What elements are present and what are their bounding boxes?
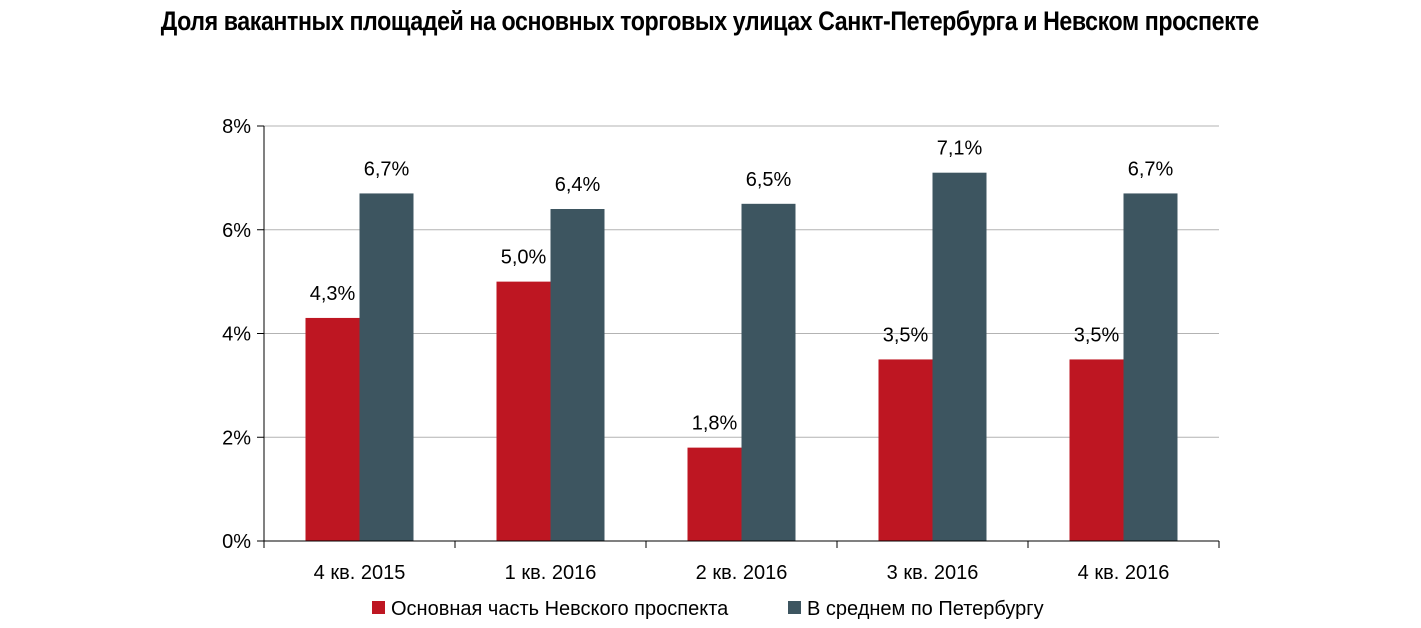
- bar-series-2: [932, 172, 987, 541]
- x-category-label: 4 кв. 2015: [314, 562, 406, 584]
- chart-title: Доля вакантных площадей на основных торг…: [160, 6, 1259, 36]
- legend: Основная часть Невского проспекта В средн…: [372, 598, 1044, 620]
- legend-label: Основная часть Невского проспекта: [391, 598, 729, 620]
- bar-data-label: 5,0%: [501, 247, 547, 269]
- bar-data-label: 1,8%: [692, 413, 738, 435]
- x-category-label: 1 кв. 2016: [505, 562, 597, 584]
- legend-swatch: [372, 601, 385, 614]
- legend-label: В среднем по Петербургу: [807, 598, 1044, 620]
- bar-series-1: [687, 447, 742, 541]
- bar-data-label: 6,7%: [364, 158, 410, 180]
- y-tick-label: 2%: [222, 427, 251, 449]
- bar-data-label: 6,5%: [746, 169, 792, 191]
- bar-data-label: 3,5%: [883, 324, 929, 346]
- x-category-label: 3 кв. 2016: [887, 562, 979, 584]
- y-tick-label: 8%: [222, 116, 251, 138]
- bar-series-1: [1069, 359, 1124, 541]
- x-category-label: 4 кв. 2016: [1078, 562, 1170, 584]
- bar-series-1: [878, 359, 933, 541]
- legend-swatch: [788, 601, 801, 614]
- bar-series-2: [550, 209, 605, 541]
- bar-series-2: [1123, 193, 1178, 541]
- bar-data-label: 6,7%: [1128, 158, 1174, 180]
- bars: [305, 172, 1178, 541]
- bar-series-1: [305, 317, 360, 541]
- bar-series-2: [359, 193, 414, 541]
- x-category-label: 2 кв. 2016: [696, 562, 788, 584]
- y-tick-label: 0%: [222, 531, 251, 553]
- y-tick-label: 6%: [222, 220, 251, 242]
- bar-series-1: [496, 281, 551, 541]
- bar-series-2: [741, 203, 796, 541]
- bar-data-label: 7,1%: [937, 138, 983, 160]
- data-labels: 4,3% 5,0% 1,8% 3,5% 3,5% 6,7% 6,4% 6,5% 7,1% 6,7%: [310, 138, 1174, 435]
- bar-data-label: 3,5%: [1074, 324, 1120, 346]
- y-tick-label: 4%: [222, 324, 251, 346]
- axes: 0% 2% 4% 6% 8% 4 кв. 2015 1 кв. 2016 2 кв. 2016…: [222, 116, 1220, 584]
- bar-data-label: 4,3%: [310, 283, 356, 305]
- bar-data-label: 6,4%: [555, 174, 601, 196]
